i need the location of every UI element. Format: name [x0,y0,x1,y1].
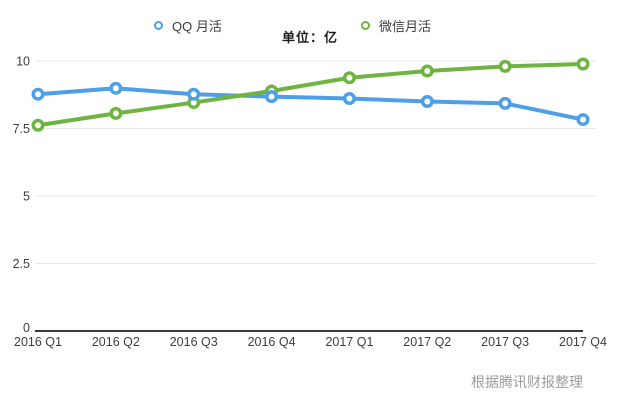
data-point-series0 [420,95,434,108]
x-tick-label: 2016 Q4 [248,335,296,349]
x-tick-label: 2016 Q2 [92,335,140,349]
x-tick-label: 2017 Q4 [559,335,607,349]
data-point-series0 [109,81,123,95]
y-tick-label: 2.5 [13,257,30,271]
x-tick-label: 2017 Q1 [325,335,373,349]
legend-item-wechat: 微信月活 [361,17,432,34]
y-tick-label: 10 [16,55,30,69]
unit-label: 单位：亿 [282,30,339,45]
data-point-series0 [342,92,356,106]
data-point-series0 [498,96,512,110]
legend-label-qq: QQ 月活 [172,18,222,34]
qq-series-marker-icon [154,20,163,30]
data-point-series0 [187,87,201,101]
data-point-series0 [265,90,279,104]
data-point-series1 [420,64,434,78]
series-line-0 [36,86,585,122]
x-tick-label: 2016 Q3 [170,335,218,349]
y-tick-label: 5 [23,190,30,204]
data-point-series1 [342,71,356,85]
series-line-1 [36,61,585,128]
x-tick-label: 2016 Q1 [14,335,62,349]
data-point-series1 [498,59,512,73]
y-tick-label: 0 [23,321,30,335]
y-tick-label: 7.5 [13,122,30,136]
data-point-series0 [31,87,45,101]
wechat-series-marker-icon [361,20,370,30]
x-tick-label: 2017 Q3 [481,335,529,349]
legend-item-qq: QQ 月活 [154,17,222,34]
data-point-series0 [576,113,590,127]
data-point-series1 [576,57,590,71]
x-tick-label: 2017 Q2 [403,335,451,349]
data-point-series1 [109,106,123,120]
data-point-series1 [31,118,45,132]
source-note: 根据腾讯财报整理 [471,374,583,390]
legend-label-wechat: 微信月活 [379,18,432,34]
